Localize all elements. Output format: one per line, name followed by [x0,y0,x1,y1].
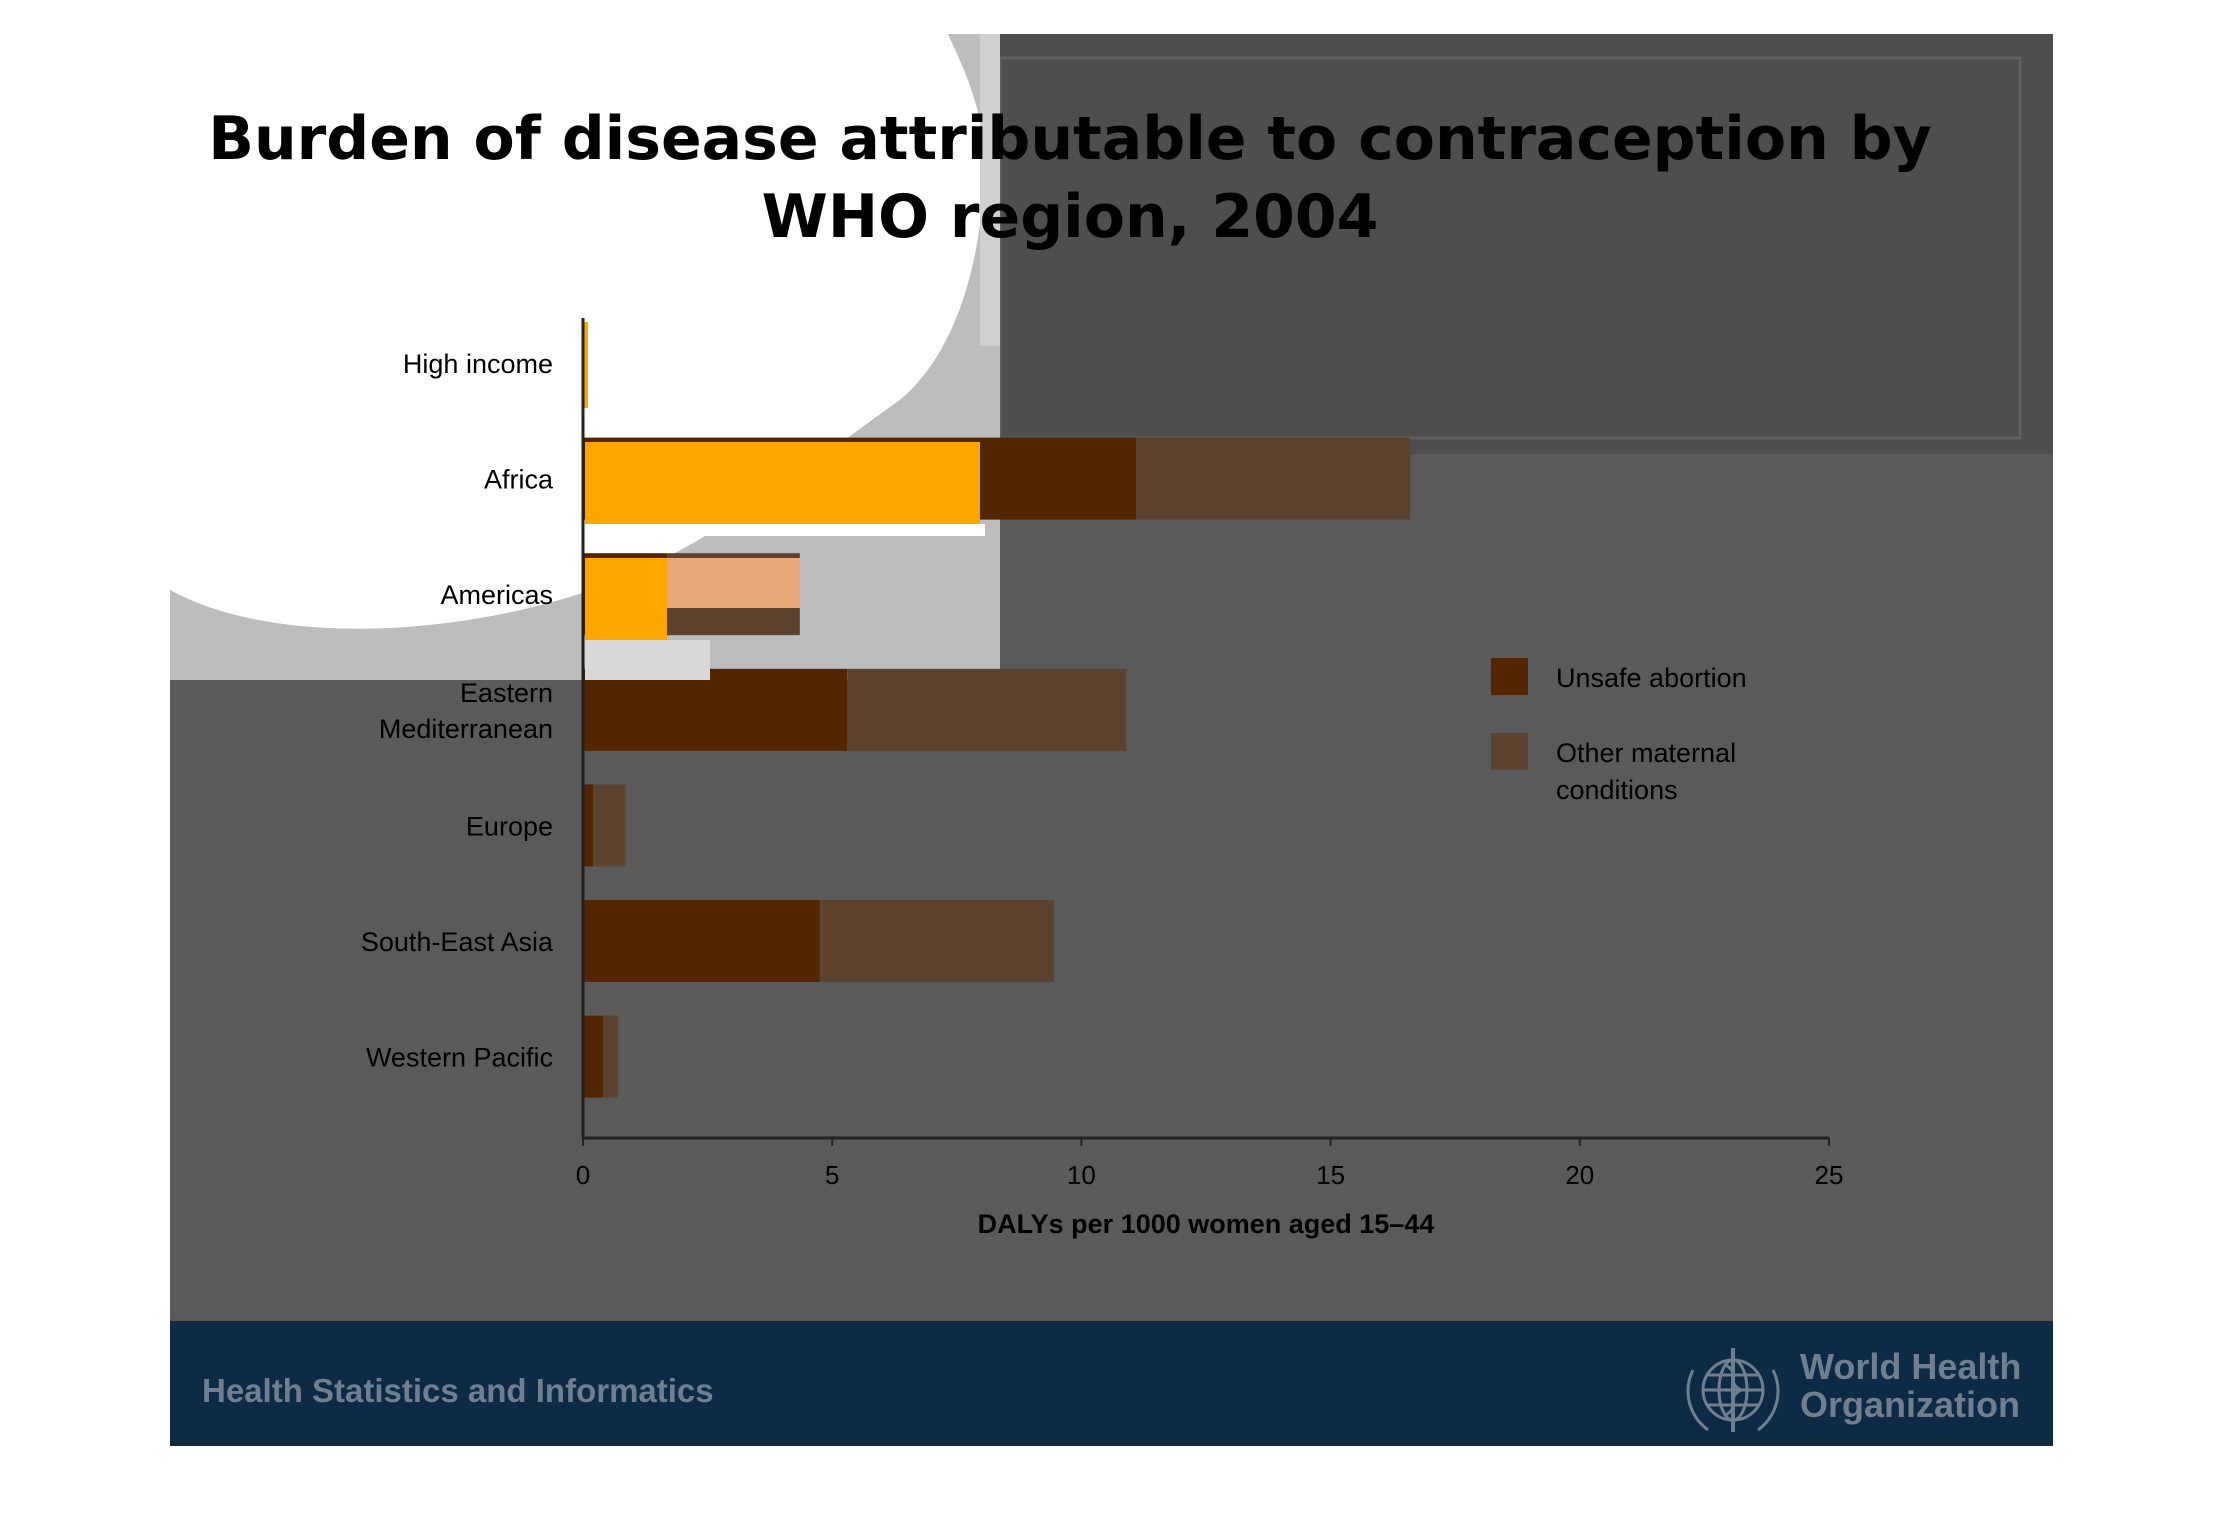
highlight-africa [585,442,980,524]
title-line-2: WHO region, 2004 [761,182,1379,252]
highlight-high-income [584,322,588,408]
organization-name-line-1: World Health [1800,1346,2022,1387]
x-tick-label-5: 5 [825,1160,839,1190]
category-label-0: High income [403,349,553,379]
who-emblem-icon [1686,1348,1780,1432]
bar-other-maternal-1 [1136,437,1411,520]
vertical-strip [980,34,1000,346]
bar-other-maternal-4 [592,784,626,867]
category-label-4: Europe [466,811,553,841]
bar-unsafe-abortion-5 [583,900,820,982]
category-label-3-line-2: Mediterranean [379,714,553,744]
footer-department-label: Health Statistics and Informatics [202,1372,714,1409]
legend-label-unsafe-abortion-0: Unsafe abortion [1556,663,1747,693]
legend-swatch-unsafe-abortion [1491,658,1528,695]
x-tick-label-25: 25 [1815,1160,1844,1190]
bar-unsafe-abortion-6 [583,1015,603,1098]
highlight-gap [585,524,985,536]
x-tick-label-15: 15 [1316,1160,1345,1190]
x-tick-label-20: 20 [1565,1160,1594,1190]
highlight-strip [585,640,710,680]
bar-unsafe-abortion-3 [583,668,848,751]
footer-band [170,1321,2053,1446]
x-axis-label: DALYs per 1000 women aged 15–44 [978,1209,1435,1239]
highlight-americas-other [667,558,800,608]
legend-label-other-maternal-1: conditions [1556,775,1678,805]
chart: High income Africa Americas Eastern Mediterr… [361,318,1844,1239]
category-label-3-line-1: Eastern [460,678,553,708]
highlight-americas [585,558,667,640]
chart-title: Burden of disease attributable to contra… [170,100,1970,256]
organization-name-line-2: Organization [1800,1384,2021,1425]
bar-other-maternal-6 [602,1015,618,1098]
category-label-5: South-East Asia [361,927,554,957]
category-label-6: Western Pacific [366,1043,553,1073]
category-label-1: Africa [484,465,554,495]
background-panel [985,34,2053,454]
bar-unsafe-abortion-4 [583,784,593,867]
organization-name: World Health Organization [1800,1348,2021,1424]
bar-other-maternal-5 [819,900,1054,982]
legend-label-other-maternal-0: Other maternal [1556,738,1736,768]
bar-other-maternal-3 [847,668,1127,751]
x-tick-label-10: 10 [1067,1160,1096,1190]
category-label-2: Americas [440,580,553,610]
legend-swatch-other-maternal [1491,733,1528,770]
x-tick-label-0: 0 [576,1160,590,1190]
title-line-1: Burden of disease attributable to contra… [208,104,1932,174]
